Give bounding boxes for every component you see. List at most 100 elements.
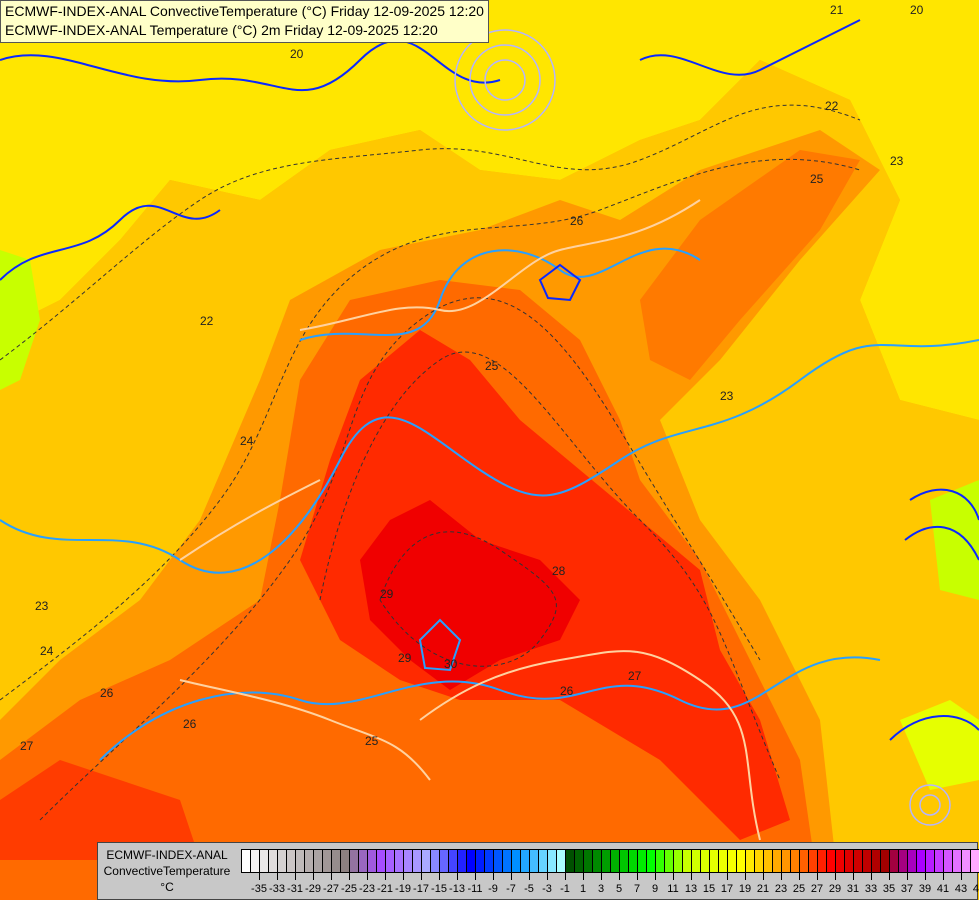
legend-swatch [557, 850, 566, 872]
cold-spot-southeast [900, 700, 979, 790]
legend-tick [547, 873, 548, 880]
contour-label: 24 [240, 434, 254, 448]
legend-swatch [872, 850, 881, 872]
legend-swatch [485, 850, 494, 872]
legend-tick [277, 873, 278, 880]
legend-tick-label: 43 [954, 883, 968, 895]
legend-tick-label: -11 [467, 883, 483, 895]
legend-tick-label: -21 [377, 883, 393, 895]
legend-swatch [494, 850, 503, 872]
title-line-temperature: ECMWF-INDEX-ANAL Temperature (°C) 2m Fri… [5, 22, 438, 38]
legend-tick-label: 9 [651, 883, 659, 895]
legend-swatch [755, 850, 764, 872]
legend-swatch [881, 850, 890, 872]
contour-label: 23 [35, 599, 49, 613]
legend-tick [889, 873, 890, 880]
legend-tick [367, 873, 368, 880]
legend-tick [457, 873, 458, 880]
legend-tick [331, 873, 332, 880]
legend-swatch [503, 850, 512, 872]
contour-label: 29 [398, 651, 412, 665]
legend-tick-label: 37 [900, 883, 914, 895]
legend-swatch [548, 850, 557, 872]
legend-tick-label: -29 [305, 883, 321, 895]
legend-swatch [512, 850, 521, 872]
legend-swatch [782, 850, 791, 872]
legend-swatch [944, 850, 953, 872]
legend-color-bar [241, 849, 979, 873]
legend-tick [727, 873, 728, 880]
legend-swatch [476, 850, 485, 872]
legend-tick-label: 31 [846, 883, 860, 895]
legend-tick [295, 873, 296, 880]
legend-tick [835, 873, 836, 880]
legend-swatch [683, 850, 692, 872]
contour-label: 26 [100, 686, 114, 700]
legend-tick [529, 873, 530, 880]
contour-label: 20 [290, 47, 304, 61]
legend-swatch [674, 850, 683, 872]
legend-tick [961, 873, 962, 880]
lavender-isolines [454, 29, 951, 826]
legend-tick-label: 35 [882, 883, 896, 895]
contour-label: 22 [825, 99, 839, 113]
legend-tick-label: -5 [524, 883, 534, 895]
temperature-zone-20 [0, 0, 979, 420]
legend-swatch [404, 850, 413, 872]
legend-swatch [251, 850, 260, 872]
legend-tick-label: -31 [287, 883, 303, 895]
temperature-zone-30 [360, 500, 580, 690]
legend-tick-label: 25 [792, 883, 806, 895]
legend-swatch [656, 850, 665, 872]
contour-label: 30 [444, 657, 458, 671]
legend-swatch [647, 850, 656, 872]
contour-label: 26 [570, 214, 584, 228]
legend-tick [799, 873, 800, 880]
legend-swatch [323, 850, 332, 872]
legend-tick-label: -7 [506, 883, 516, 895]
legend-tick [763, 873, 764, 880]
legend-swatch [629, 850, 638, 872]
legend-swatch [899, 850, 908, 872]
legend-swatch [539, 850, 548, 872]
legend-tick [655, 873, 656, 880]
legend-unit: °C [160, 880, 174, 894]
contour-label: 20 [910, 3, 924, 17]
legend-swatch [350, 850, 359, 872]
legend-tick-label: 15 [702, 883, 716, 895]
map-title: ECMWF-INDEX-ANAL ConvectiveTemperature (… [0, 0, 489, 43]
legend-swatch [341, 850, 350, 872]
legend-swatch [800, 850, 809, 872]
legend-swatch [728, 850, 737, 872]
contour-labels: 20 20 21 22 23 24 25 26 26 27 28 29 29 3… [20, 3, 924, 753]
legend-tick [493, 873, 494, 880]
legend-swatch [701, 850, 710, 872]
legend-swatch [296, 850, 305, 872]
legend-tick-label: 39 [918, 883, 932, 895]
contour-label: 25 [485, 359, 499, 373]
legend-swatch [953, 850, 962, 872]
contour-label: 25 [365, 734, 379, 748]
legend-swatch [566, 850, 575, 872]
legend-swatch [764, 850, 773, 872]
contour-label: 23 [890, 154, 904, 168]
legend-tick [907, 873, 908, 880]
legend-swatch [863, 850, 872, 872]
legend-swatch [854, 850, 863, 872]
legend-model: ECMWF-INDEX-ANAL [106, 848, 228, 862]
cold-spot-west [0, 250, 40, 390]
legend-swatch [926, 850, 935, 872]
legend-swatch [431, 850, 440, 872]
legend-tick-label: 11 [667, 883, 679, 895]
legend-tick-label: 45 [972, 883, 979, 895]
legend-swatch [467, 850, 476, 872]
legend-swatch [584, 850, 593, 872]
legend-swatch [836, 850, 845, 872]
legend-tick [871, 873, 872, 880]
legend-tick [637, 873, 638, 880]
legend-tick [943, 873, 944, 880]
legend-tick-label: 41 [936, 883, 950, 895]
contour-label: 23 [720, 389, 734, 403]
contour-label: 28 [552, 564, 566, 578]
contour-label: 26 [183, 717, 197, 731]
